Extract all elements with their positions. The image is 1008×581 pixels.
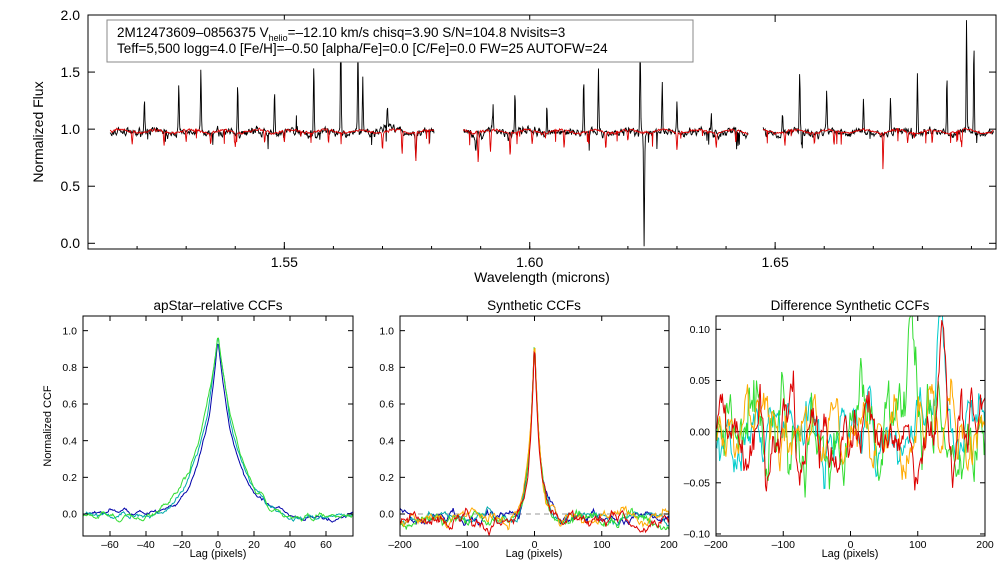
x-tick-label: 0 <box>215 539 221 551</box>
ccf-synth-xlabel: Lag (pixels) <box>506 548 563 560</box>
y-tick-label: 0.0 <box>379 509 394 521</box>
y-tick-label: 0.2 <box>379 472 394 484</box>
ccf-apstar-title: apStar–relative CCFs <box>153 298 282 313</box>
ccf-synth-series-group <box>400 346 669 536</box>
ccf-apstar-axes-frame <box>82 315 354 537</box>
spectrum-line-synthetic <box>762 127 994 170</box>
ccf-apstar-series-group <box>83 337 353 523</box>
y-tick-label: 0.05 <box>690 375 711 387</box>
y-tick-label: –0.10 <box>684 529 710 541</box>
x-tick-label: –200 <box>704 539 728 551</box>
ccf-line-visit2 <box>83 337 353 523</box>
ccf-apstar-ylabel: Normalized CCF <box>42 385 54 467</box>
spectrum-panel: 1.55 1.60 1.65 0.0 0.5 1.0 1.5 2.0 2M12473609–0… <box>30 7 997 285</box>
x-tick-label: 60 <box>320 539 332 551</box>
y-tick-label: 0.4 <box>62 435 77 447</box>
spectrum-series-group <box>109 20 994 247</box>
spectrum-info-box <box>106 19 694 63</box>
y-tick-label: 0.8 <box>62 362 77 374</box>
y-tick-label: 0.4 <box>379 435 394 447</box>
x-tick-label: –40 <box>137 539 155 551</box>
y-tick-label: 0.6 <box>62 399 77 411</box>
ccf-diff-title: Difference Synthetic CCFs <box>771 298 930 313</box>
y-tick-label: 0.10 <box>690 324 711 336</box>
ccf-diff-series-group <box>716 316 985 498</box>
ccf-diff-ticks: –200 –100 0 100 200 –0.10 –0.05 0.00 0.05 0.10 <box>684 316 994 551</box>
y-tick-label: 1.0 <box>379 325 394 337</box>
ccf-line-visit2 <box>400 346 669 531</box>
spectrum-info-line1: 2M12473609–0856375 Vhelio=–12.10 km/s ch… <box>117 25 565 43</box>
x-tick-label: 0 <box>848 539 854 551</box>
y-tick-label: 2.0 <box>61 7 81 23</box>
ccf-line-visit3 <box>400 347 669 531</box>
x-tick-label: –60 <box>101 539 119 551</box>
x-tick-label: –100 <box>772 539 796 551</box>
y-tick-label: 0.00 <box>690 426 711 438</box>
ccf-apstar-xlabel: Lag (pixels) <box>190 548 247 560</box>
x-tick-label: 20 <box>248 539 260 551</box>
ccf-apstar-ticks: –60 –40 –20 0 20 40 60 0.0 0.2 0.4 0.6 0.8 1.0 <box>62 316 353 551</box>
y-tick-label: 1.0 <box>62 325 77 337</box>
ccf-line-red <box>716 320 985 492</box>
x-tick-label: 40 <box>284 539 296 551</box>
x-tick-label: –200 <box>388 539 412 551</box>
spectrum-line-synthetic <box>463 127 749 163</box>
spectrum-axes-frame <box>87 14 997 250</box>
ccf-line-green <box>716 316 985 498</box>
ccf-line-combined <box>83 343 353 523</box>
y-tick-label: 0.2 <box>62 472 77 484</box>
y-tick-label: –0.05 <box>684 477 710 489</box>
y-tick-label: 0.0 <box>62 509 77 521</box>
y-tick-label: 0.8 <box>379 362 394 374</box>
spectrum-line-synthetic <box>109 127 435 162</box>
y-tick-label: 0.5 <box>61 178 81 194</box>
y-tick-label: 1.5 <box>61 64 81 80</box>
ccf-synth-panel: Synthetic CCFs –200 –100 0 100 200 0.0 0.2 0.4 0… <box>379 298 678 560</box>
ccf-synth-ticks: –200 –100 0 100 200 0.0 0.2 0.4 0.6 0.8 1.0 <box>379 316 678 551</box>
x-tick-label: 100 <box>593 539 611 551</box>
x-tick-label: 100 <box>909 539 927 551</box>
spectrum-ticks: 1.55 1.60 1.65 0.0 0.5 1.0 1.5 2.0 <box>61 7 996 270</box>
ccf-diff-xlabel: Lag (pixels) <box>822 548 879 560</box>
x-tick-label: –20 <box>173 539 191 551</box>
y-tick-label: 0.0 <box>61 235 81 251</box>
spectrum-xlabel: Wavelength (microns) <box>474 269 610 285</box>
x-tick-label: 1.55 <box>271 254 298 270</box>
spectrum-info-line2: Teff=5,500 logg=4.0 [Fe/H]=–0.50 [alpha/… <box>117 41 608 56</box>
y-tick-label: 1.0 <box>61 121 81 137</box>
ccf-apstar-panel: apStar–relative CCFs –60 –40 –20 0 20 40 60 0.0… <box>42 298 354 560</box>
x-tick-label: 1.60 <box>516 254 543 270</box>
ccf-diff-panel: Difference Synthetic CCFs –200 –100 0 100 20… <box>684 298 994 560</box>
ccf-line-visit1 <box>400 348 669 527</box>
ccf-line-combined <box>400 349 669 526</box>
x-tick-label: 1.65 <box>762 254 789 270</box>
ccf-line-visit1 <box>83 338 353 522</box>
y-tick-label: 0.6 <box>379 399 394 411</box>
ccf-synth-title: Synthetic CCFs <box>487 298 581 313</box>
x-tick-label: 200 <box>976 539 994 551</box>
x-tick-label: –100 <box>456 539 480 551</box>
helio-subscript: helio <box>269 33 288 43</box>
ccf-line-visit4 <box>400 350 669 536</box>
x-tick-label: 0 <box>532 539 538 551</box>
x-tick-label: 200 <box>660 539 678 551</box>
spectrum-ylabel: Normalized Flux <box>30 81 46 182</box>
